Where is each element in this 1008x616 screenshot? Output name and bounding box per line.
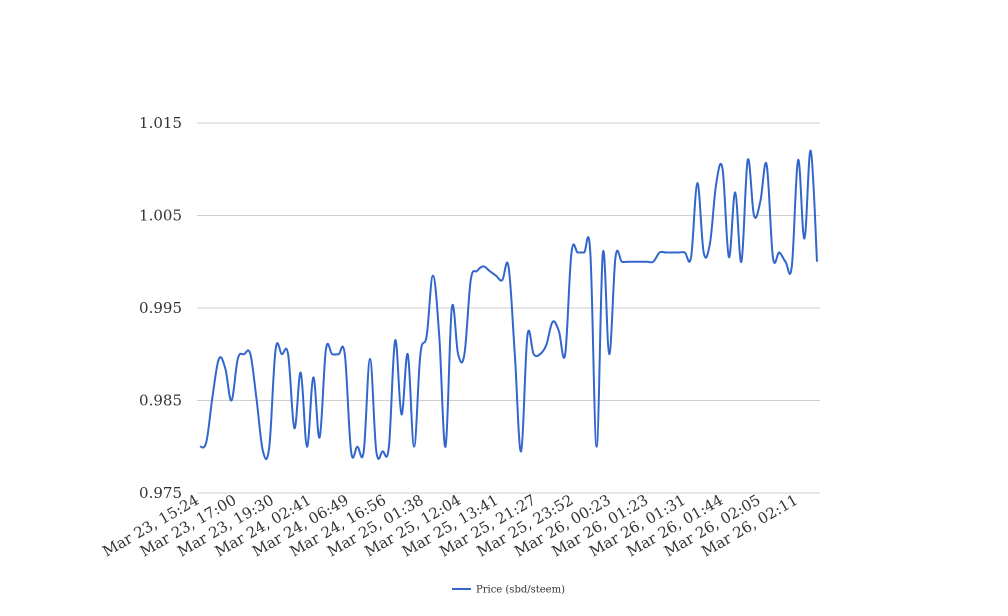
series-line xyxy=(199,149,818,461)
y-tick-label: 1.015 xyxy=(139,114,182,132)
series-layer xyxy=(199,149,818,461)
gridlines xyxy=(197,122,820,494)
y-axis-ticks: 0.975 0.985 0.995 1.005 1.015 xyxy=(139,114,182,502)
y-tick-label: 0.975 xyxy=(139,484,182,502)
y-tick-label: 1.005 xyxy=(139,207,182,225)
y-tick-label: 0.995 xyxy=(139,299,182,317)
legend[interactable]: Price (sbd/steem) xyxy=(452,585,565,596)
legend-label: Price (sbd/steem) xyxy=(476,585,565,596)
y-tick-label: 0.985 xyxy=(139,392,182,410)
